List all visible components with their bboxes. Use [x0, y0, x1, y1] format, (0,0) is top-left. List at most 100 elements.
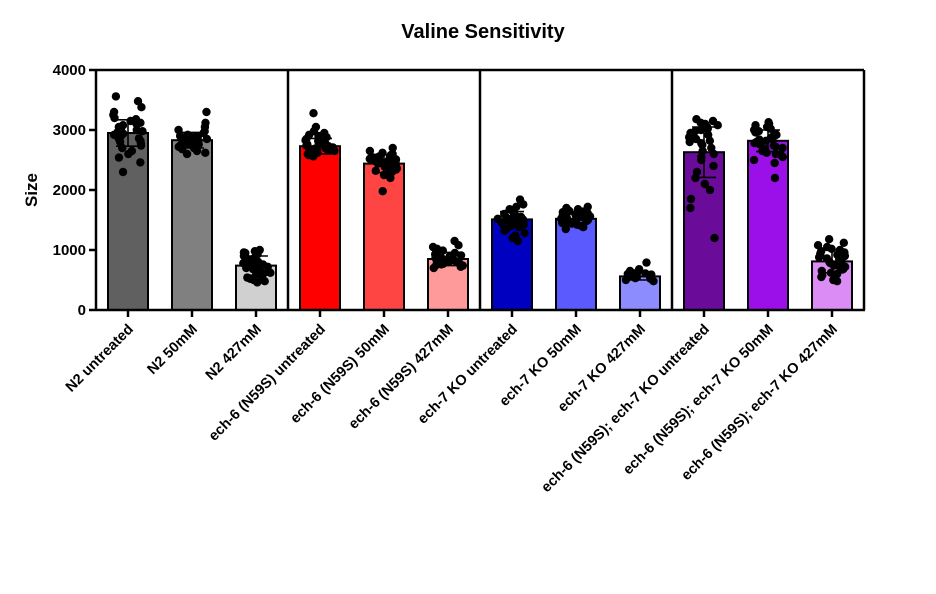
data-point: [824, 235, 834, 244]
data-point: [698, 140, 707, 150]
data-point: [621, 275, 631, 285]
bar-2: [171, 139, 213, 311]
data-point: [260, 277, 269, 286]
y-tick-label: 0: [78, 302, 86, 319]
points-layer: [109, 92, 850, 287]
data-point: [762, 148, 771, 157]
data-point: [709, 161, 718, 171]
x-tick-label: N2 untreated: [63, 322, 137, 396]
data-point: [770, 158, 779, 168]
data-point: [770, 173, 780, 183]
data-point: [118, 167, 128, 177]
data-point: [749, 155, 759, 165]
data-point: [323, 146, 333, 155]
data-point: [138, 127, 147, 136]
data-point: [201, 148, 210, 157]
data-point: [111, 92, 121, 101]
data-point: [242, 263, 251, 273]
data-point: [579, 223, 588, 232]
data-point: [429, 263, 438, 273]
data-point: [253, 278, 262, 287]
data-point: [827, 244, 836, 253]
data-point: [520, 229, 529, 238]
data-point: [500, 226, 509, 235]
data-point: [388, 143, 397, 153]
data-point: [710, 233, 719, 243]
data-point: [685, 137, 694, 147]
data-point: [513, 236, 523, 246]
data-point: [686, 194, 696, 204]
data-point: [136, 141, 146, 150]
data-point: [371, 166, 380, 175]
data-point: [631, 274, 640, 283]
data-point: [110, 113, 119, 123]
data-point: [817, 272, 826, 282]
data-point: [814, 253, 824, 262]
data-point: [365, 146, 375, 156]
data-point: [202, 107, 211, 117]
data-point: [686, 203, 695, 213]
data-point: [519, 200, 528, 209]
data-point: [642, 258, 651, 267]
data-point: [832, 269, 842, 279]
bar-11: [747, 139, 789, 311]
x-tick-label: N2 50mM: [144, 322, 200, 378]
data-point: [515, 223, 524, 232]
data-point: [378, 187, 387, 196]
data-point: [755, 140, 765, 149]
data-point: [456, 262, 465, 271]
data-point: [266, 268, 275, 277]
y-ticks-layer: 0 1000 2000 3000 4000: [53, 62, 86, 319]
data-point: [309, 109, 318, 118]
data-point: [373, 159, 383, 168]
data-point: [136, 158, 145, 167]
data-point: [778, 143, 787, 153]
data-point: [700, 179, 710, 189]
data-point: [192, 146, 202, 156]
x-tick-label: ech-6 (N59S) 427mM: [346, 322, 457, 433]
data-point: [703, 124, 712, 133]
y-tick-label: 3000: [53, 122, 86, 139]
data-point: [705, 185, 715, 195]
data-point: [778, 152, 787, 162]
bar-4: [299, 145, 341, 311]
data-point: [386, 173, 395, 183]
data-point: [182, 149, 192, 159]
data-point: [497, 218, 506, 227]
data-point: [709, 149, 718, 159]
bar-10: [683, 151, 725, 311]
data-point: [761, 136, 771, 145]
axes-layer: [89, 68, 866, 317]
x-tick-label: ech-6 (N59S) untreated: [206, 322, 329, 445]
data-point: [202, 134, 212, 144]
data-point: [829, 261, 839, 270]
y-tick-label: 1000: [53, 242, 86, 259]
data-point: [309, 152, 318, 161]
y-tick-label: 4000: [53, 62, 86, 79]
data-point: [771, 142, 780, 151]
data-point: [649, 277, 658, 286]
data-point: [379, 170, 389, 180]
data-point: [832, 277, 842, 286]
data-point: [691, 173, 700, 183]
data-point: [124, 149, 133, 159]
data-point: [137, 103, 146, 112]
data-point: [751, 128, 760, 137]
y-axis-label: Size: [22, 173, 41, 207]
data-point: [456, 251, 466, 260]
data-point: [561, 224, 570, 234]
bar-5: [363, 162, 405, 311]
data-point: [330, 146, 339, 156]
data-point: [839, 238, 849, 247]
data-point: [697, 155, 706, 165]
data-point: [838, 265, 848, 274]
data-point: [114, 153, 124, 162]
x-tick-label: N2 427mM: [203, 322, 265, 384]
chart-title: Valine Sensitivity: [401, 21, 565, 43]
y-tick-label: 2000: [53, 182, 86, 199]
data-point: [117, 143, 127, 153]
data-point: [132, 119, 141, 129]
data-point: [705, 136, 715, 145]
